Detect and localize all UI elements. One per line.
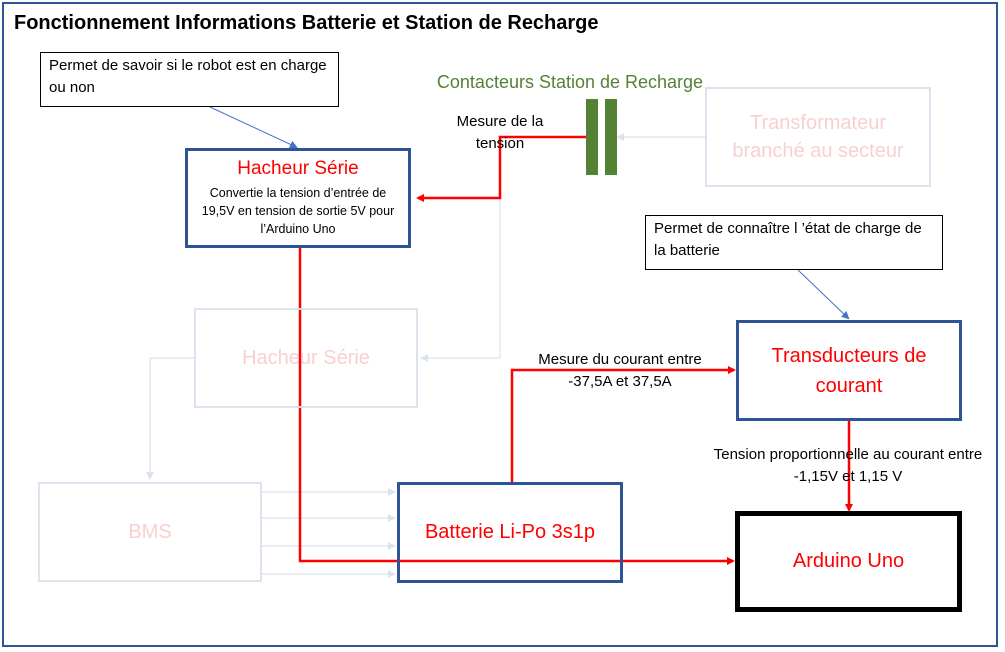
label-mesure-courant: Mesure du courant entre -37,5A et 37,5A	[538, 351, 702, 390]
hacheur-serie-desc: Convertie la tension d’entrée de 19,5V e…	[201, 186, 395, 236]
transducteurs-box: Transducteurs de courant	[736, 320, 962, 421]
contacteurs-label: Contacteurs Station de Recharge	[436, 72, 704, 92]
note-battery-state: Permet de connaître l ’état de charge de…	[645, 215, 943, 270]
hacheur-serie-faded-label: Hacheur Série	[242, 346, 370, 369]
hacheur-serie-faded-box: Hacheur Série	[194, 308, 418, 408]
batterie-label: Batterie Li-Po 3s1p	[424, 521, 596, 543]
note-charging-status: Permet de savoir si le robot est en char…	[40, 52, 339, 107]
note-pointer-battery	[797, 269, 850, 320]
label-mesure-tension: Mesure de la tension	[456, 113, 544, 152]
hacheur-serie-title: Hacheur Série	[237, 158, 359, 179]
arduino-label: Arduino Uno	[792, 550, 905, 572]
transducteurs-label: Transducteurs de courant	[771, 344, 927, 397]
contactor-bar-right	[605, 99, 617, 175]
label-tension-proportionnelle: Tension proportionnelle au courant entre…	[713, 446, 983, 485]
wire-tension-measure	[416, 135, 586, 202]
bms-box: BMS	[38, 482, 262, 582]
transformateur-label: Transformateur branché au secteur	[732, 112, 904, 162]
batterie-box: Batterie Li-Po 3s1p	[397, 482, 623, 583]
wire-hacheur-to-arduino	[298, 248, 735, 565]
page-title: Fonctionnement Informations Batterie et …	[14, 12, 599, 34]
note-pointer-charging	[209, 106, 298, 149]
arduino-box: Arduino Uno	[735, 511, 962, 612]
wire-courant-measure	[510, 366, 736, 484]
bms-label: BMS	[128, 520, 172, 543]
transformateur-box: Transformateur branché au secteur	[705, 87, 931, 187]
hacheur-serie-box: Hacheur Série Convertie la tension d’ent…	[185, 148, 411, 248]
contactor-bar-left	[586, 99, 598, 175]
